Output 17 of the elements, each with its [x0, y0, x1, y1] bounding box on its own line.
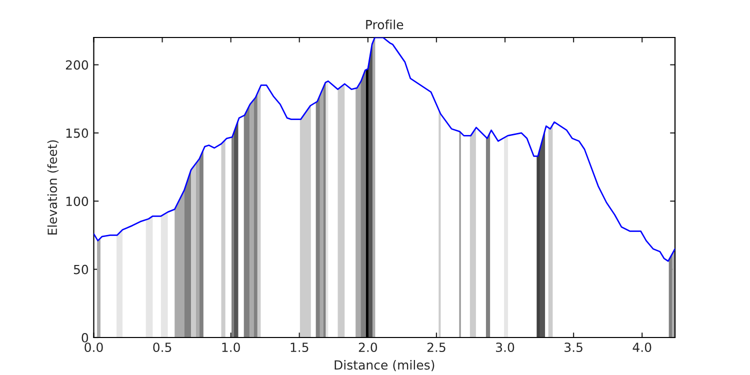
x-tick-label: 2.5	[427, 342, 446, 352]
x-tick-label: 3.5	[564, 342, 582, 352]
x-tick-label: 1.0	[222, 342, 240, 352]
chart-title: Profile	[366, 20, 404, 30]
y-tick-label: 200	[66, 60, 88, 70]
x-tick-label: 4.0	[632, 342, 652, 352]
x-axis-title: Distance (miles)	[334, 360, 434, 372]
x-tick-label: 0.0	[84, 342, 103, 352]
y-axis-title: Elevation (feet)	[47, 140, 59, 235]
y-tick-label: 100	[66, 196, 88, 206]
x-tick-label: 0.5	[153, 342, 172, 352]
y-tick-label: 50	[74, 264, 88, 274]
x-tick-label: 2.0	[358, 342, 378, 352]
y-tick-label: 150	[66, 128, 88, 138]
x-tick-label: 3.0	[496, 342, 514, 352]
x-tick-label: 1.5	[290, 342, 308, 352]
y-tick-label: 0	[82, 332, 88, 342]
